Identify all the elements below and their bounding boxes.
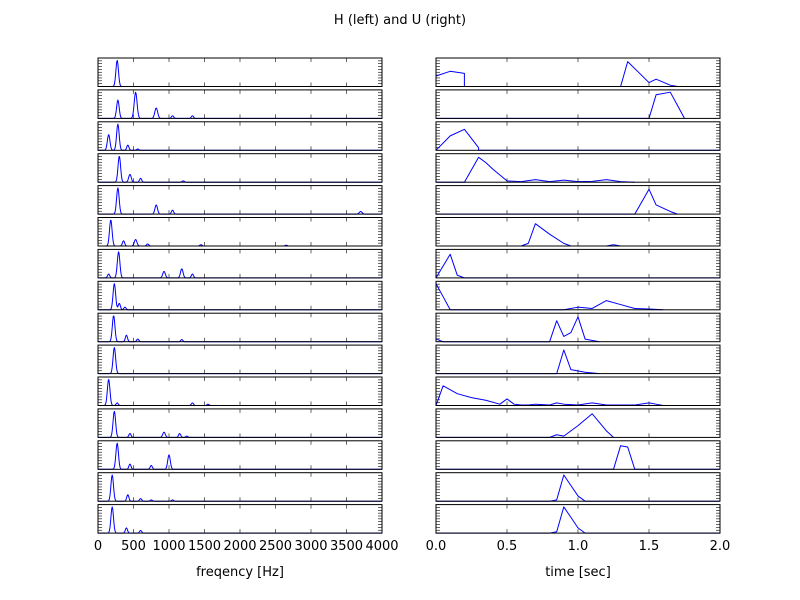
right-panel [435, 89, 721, 119]
right-panel [435, 440, 721, 470]
right-panel [435, 121, 721, 151]
left-panel [97, 472, 383, 502]
right-panel [435, 312, 721, 343]
right-x-tick-label: 1.5 [639, 539, 660, 554]
right-series-line [436, 223, 720, 247]
right-panel [435, 344, 721, 375]
left-column-h: 0 500 1000 1500 2000 2500 3000 3500 4000 [94, 57, 399, 554]
left-x-tick-label: 1000 [152, 539, 185, 554]
right-x-tick-label: 1.0 [568, 539, 589, 554]
left-panel [97, 280, 383, 311]
left-x-tick-label: 500 [121, 539, 146, 554]
left-panel [97, 121, 383, 151]
right-panel [435, 185, 721, 215]
left-x-tick-label: 3000 [294, 539, 327, 554]
left-panel [97, 440, 383, 470]
left-panel [97, 504, 383, 534]
right-series-line [435, 283, 664, 311]
right-x-axis-label: time [sec] [545, 565, 611, 580]
right-panel [435, 408, 721, 438]
right-series-line [435, 61, 678, 87]
left-x-axis-label: freqency [Hz] [196, 565, 284, 580]
right-x-tick-label: 0.5 [497, 539, 518, 554]
right-series-line [435, 385, 664, 406]
left-panel [97, 408, 383, 438]
right-series-line [436, 156, 635, 183]
left-x-tick-label: 0 [94, 539, 102, 554]
right-panel [435, 248, 721, 279]
left-panel [97, 217, 383, 247]
right-panel [435, 280, 721, 311]
left-panel [97, 344, 383, 375]
right-panel [435, 153, 721, 183]
right-panel [435, 504, 721, 534]
right-column-u: 0.0 0.5 1.0 1.5 2.0 [426, 57, 731, 554]
figure-title: H (left) and U (right) [334, 13, 466, 28]
left-x-tick-label: 4000 [365, 539, 398, 554]
right-panel [435, 217, 721, 247]
left-panel [97, 57, 383, 87]
left-panel [97, 153, 383, 183]
left-panel [97, 376, 383, 406]
left-panel [97, 312, 383, 343]
right-x-tick-label: 0.0 [426, 539, 447, 554]
right-panel [435, 376, 721, 406]
right-panel [435, 57, 721, 87]
left-x-tick-label: 3500 [330, 539, 363, 554]
right-panel [435, 472, 721, 502]
left-panel [97, 185, 383, 215]
left-panel [97, 89, 383, 119]
left-x-tick-label: 2000 [223, 539, 256, 554]
right-x-tick-label: 2.0 [710, 539, 731, 554]
left-x-tick-label: 2500 [259, 539, 292, 554]
left-panel [97, 248, 383, 279]
left-x-tick-label: 1500 [188, 539, 221, 554]
